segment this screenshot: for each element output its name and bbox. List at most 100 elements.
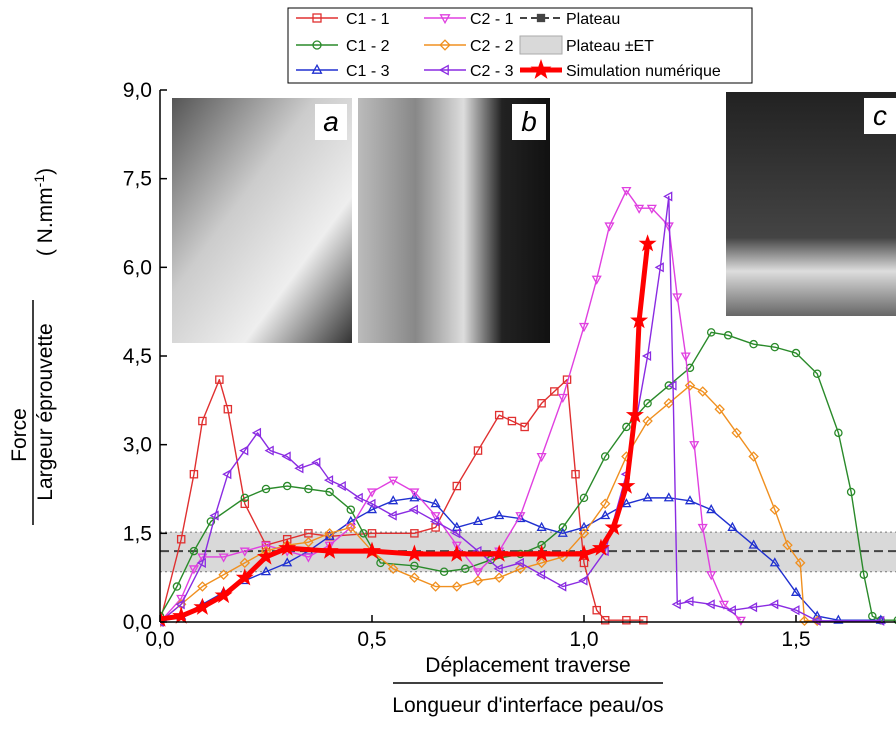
marker bbox=[325, 487, 334, 497]
y-tick-label: 1,5 bbox=[123, 522, 152, 545]
marker bbox=[530, 59, 552, 79]
marker bbox=[439, 39, 451, 51]
marker bbox=[667, 380, 677, 391]
marker bbox=[749, 339, 758, 349]
legend-label: Plateau bbox=[566, 11, 620, 28]
y-unit-text: ( N.mm bbox=[34, 187, 57, 256]
marker bbox=[769, 599, 779, 610]
marker bbox=[218, 569, 229, 580]
marker bbox=[409, 492, 420, 502]
inset-label: c bbox=[873, 100, 887, 131]
marker bbox=[536, 452, 547, 463]
marker bbox=[218, 553, 229, 563]
marker bbox=[410, 561, 419, 571]
marker bbox=[622, 615, 631, 625]
marker bbox=[684, 596, 694, 607]
marker bbox=[189, 469, 199, 479]
marker bbox=[451, 541, 462, 551]
y-tick-label: 4,5 bbox=[123, 345, 152, 368]
marker bbox=[625, 405, 644, 423]
marker bbox=[536, 13, 546, 23]
marker bbox=[706, 504, 717, 514]
legend-entry: Plateau ±ET bbox=[519, 35, 654, 55]
marker bbox=[641, 350, 652, 362]
marker bbox=[429, 516, 440, 527]
marker bbox=[600, 615, 610, 625]
marker bbox=[591, 275, 602, 285]
marker bbox=[846, 487, 856, 497]
inset-label-bg bbox=[512, 104, 546, 140]
marker bbox=[790, 586, 802, 596]
marker bbox=[571, 469, 580, 479]
marker bbox=[557, 527, 568, 537]
y-title-denominator: Largeur éprouvette bbox=[34, 323, 57, 500]
marker bbox=[206, 517, 216, 526]
marker bbox=[490, 544, 509, 562]
marker bbox=[430, 581, 441, 592]
marker bbox=[409, 572, 420, 583]
marker bbox=[303, 553, 314, 563]
marker bbox=[239, 445, 249, 456]
marker bbox=[748, 451, 759, 462]
marker bbox=[303, 536, 314, 548]
marker bbox=[323, 475, 334, 486]
marker bbox=[430, 498, 441, 508]
marker bbox=[264, 445, 274, 456]
marker bbox=[680, 352, 691, 362]
marker bbox=[239, 557, 251, 569]
marker bbox=[294, 463, 304, 474]
marker bbox=[261, 484, 271, 494]
marker bbox=[578, 322, 590, 333]
inset-label-bg bbox=[315, 104, 347, 140]
marker bbox=[282, 481, 292, 491]
marker bbox=[735, 616, 746, 626]
legend-label: C1 - 1 bbox=[346, 11, 390, 28]
marker bbox=[731, 427, 742, 439]
marker bbox=[621, 498, 632, 508]
marker bbox=[362, 541, 382, 559]
marker bbox=[452, 481, 462, 491]
marker bbox=[451, 528, 461, 539]
y-tick-label: 9,0 bbox=[123, 79, 152, 102]
marker bbox=[409, 488, 420, 498]
marker bbox=[834, 428, 843, 438]
legend-label: Plateau ±ET bbox=[566, 38, 654, 55]
x-tick-label: 0,0 bbox=[145, 628, 174, 651]
marker bbox=[790, 605, 800, 616]
marker bbox=[795, 557, 806, 569]
marker bbox=[748, 539, 759, 549]
marker bbox=[723, 331, 733, 340]
marker bbox=[193, 597, 212, 615]
marker bbox=[697, 386, 708, 397]
marker bbox=[235, 568, 254, 586]
marker bbox=[240, 493, 250, 503]
marker bbox=[196, 557, 206, 568]
marker bbox=[617, 476, 636, 494]
marker bbox=[366, 504, 378, 514]
marker bbox=[622, 422, 631, 432]
legend-label: C2 - 2 bbox=[470, 38, 514, 55]
marker bbox=[536, 557, 547, 569]
legend-label: C2 - 3 bbox=[470, 63, 514, 80]
marker bbox=[472, 515, 484, 526]
marker bbox=[535, 569, 546, 580]
marker bbox=[671, 599, 681, 610]
marker bbox=[537, 399, 546, 408]
x-axis-title: Déplacement traverse Longueur d'interfac… bbox=[392, 654, 663, 717]
x-title-numerator: Déplacement traverse bbox=[425, 654, 630, 677]
marker bbox=[189, 546, 199, 556]
marker bbox=[727, 521, 738, 531]
legend-entry: C2 - 1 bbox=[424, 11, 514, 28]
marker bbox=[472, 568, 484, 578]
y-unit-text: ) bbox=[34, 168, 57, 175]
marker bbox=[782, 539, 793, 551]
y-tick-label: 6,0 bbox=[123, 256, 152, 279]
marker bbox=[408, 504, 418, 515]
marker bbox=[388, 495, 399, 505]
marker bbox=[663, 191, 673, 202]
legend-entry: C1 - 2 bbox=[296, 38, 390, 55]
marker bbox=[638, 234, 657, 252]
marker bbox=[672, 293, 683, 303]
y-tick-label: 3,0 bbox=[123, 434, 152, 457]
